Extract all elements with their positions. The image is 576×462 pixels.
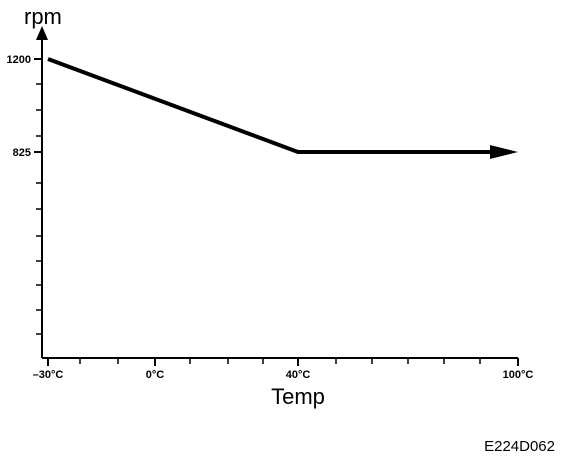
- x-tick-label: –30°C: [33, 369, 64, 381]
- series-lines: [47, 57, 518, 159]
- y-tick-label: 1200: [7, 54, 31, 66]
- x-minor-ticks: [79, 358, 481, 364]
- series-line: [47, 57, 490, 154]
- y-tick-labels: 1200 825: [7, 54, 42, 159]
- series-arrowhead-icon: [490, 145, 518, 159]
- x-tick-labels: –30°C 0°C 40°C 100°C: [33, 358, 534, 381]
- x-tick-label: 40°C: [286, 369, 311, 381]
- y-minor-ticks: [36, 58, 42, 335]
- figure-code: E224D062: [484, 438, 555, 455]
- x-tick-label: 0°C: [146, 369, 165, 381]
- x-axis-label: Temp: [271, 384, 325, 409]
- y-axis-label: rpm: [24, 4, 62, 29]
- y-tick-label: 825: [13, 147, 31, 159]
- y-axis-arrow-icon: [36, 26, 48, 40]
- x-tick-label: 100°C: [503, 369, 534, 381]
